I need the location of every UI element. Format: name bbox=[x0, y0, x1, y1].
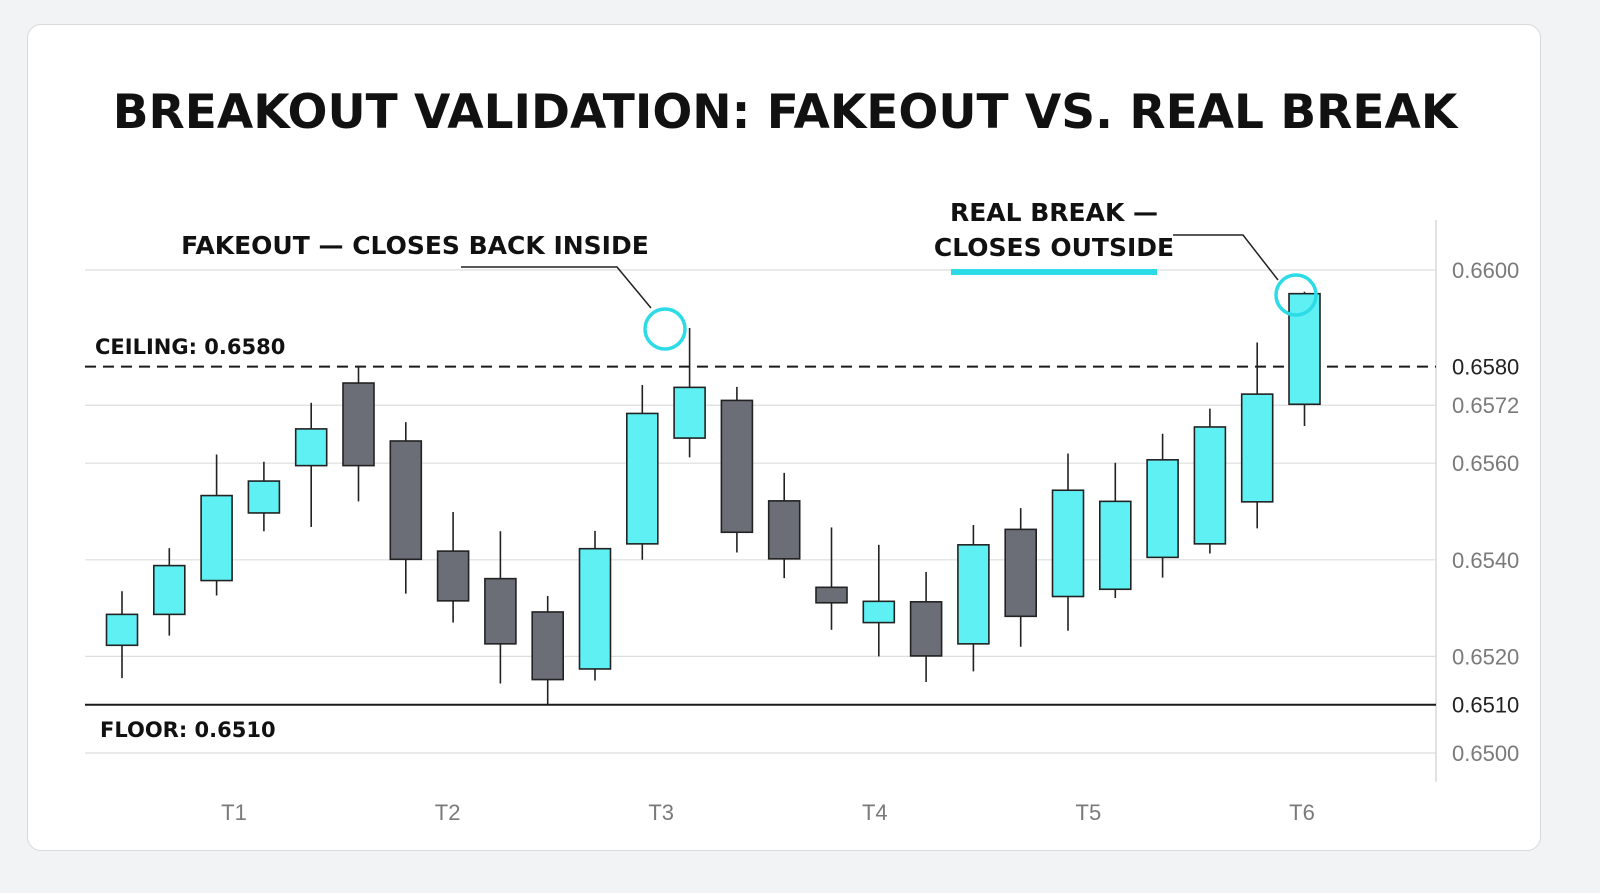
real-break-underline bbox=[951, 269, 1157, 275]
x-ticks: T1 T2 T3 T4 T5 T6 bbox=[221, 800, 1315, 825]
candle-23 bbox=[1193, 408, 1227, 554]
candle-body-22 bbox=[1146, 459, 1179, 559]
candle-body-24 bbox=[1240, 393, 1274, 503]
fakeout-annotation: FAKEOUT — CLOSES BACK INSIDE bbox=[181, 231, 649, 260]
candle-12 bbox=[673, 327, 706, 458]
candle-6 bbox=[389, 422, 423, 594]
y-tick-label-0: 0.6600 bbox=[1452, 258, 1519, 283]
chart-title: BREAKOUT VALIDATION: FAKEOUT VS. REAL BR… bbox=[113, 85, 1459, 140]
candle-body-12 bbox=[673, 386, 706, 439]
candle-21 bbox=[1099, 462, 1132, 598]
candle-body-4 bbox=[294, 428, 328, 467]
candle-body-7 bbox=[436, 550, 470, 602]
x-tick-label-2: T3 bbox=[648, 800, 674, 825]
y-ticks: 0.6600 0.6580 0.6572 0.6560 0.6540 0.6520 0.65… bbox=[1452, 258, 1519, 766]
candle-24 bbox=[1240, 342, 1274, 529]
candle-4 bbox=[294, 402, 328, 527]
candle-body-13 bbox=[720, 399, 754, 534]
candle-body-5 bbox=[342, 382, 375, 467]
candle-14 bbox=[767, 472, 801, 579]
candle-body-1 bbox=[153, 564, 186, 616]
candle-20 bbox=[1051, 453, 1085, 631]
candle-3 bbox=[247, 461, 281, 532]
candle-22 bbox=[1146, 433, 1179, 578]
grid-lines bbox=[85, 269, 1436, 754]
candle-body-18 bbox=[957, 544, 990, 645]
y-tick-label-4: 0.6540 bbox=[1452, 548, 1519, 573]
candle-9 bbox=[531, 596, 565, 705]
candle-19 bbox=[1004, 508, 1038, 647]
candle-body-9 bbox=[531, 611, 565, 681]
x-tick-label-1: T2 bbox=[435, 800, 461, 825]
candle-body-25 bbox=[1288, 292, 1321, 406]
annotations: CEILING: 0.6580 FLOOR: 0.6510 FAKEOUT — … bbox=[95, 198, 1318, 742]
candle-body-2 bbox=[200, 494, 233, 582]
y-tick-label-1: 0.6580 bbox=[1452, 355, 1519, 380]
real-break-annotation-line2: CLOSES OUTSIDE bbox=[934, 233, 1174, 262]
x-tick-label-3: T4 bbox=[862, 800, 888, 825]
y-tick-label-7: 0.6500 bbox=[1452, 741, 1519, 766]
candle-0 bbox=[105, 591, 139, 679]
candle-body-16 bbox=[862, 600, 896, 624]
candle-body-17 bbox=[909, 601, 943, 657]
candle-body-0 bbox=[105, 613, 139, 647]
candle-15 bbox=[815, 527, 848, 630]
y-tick-label-2: 0.6572 bbox=[1452, 393, 1519, 418]
fakeout-highlight-circle bbox=[643, 307, 687, 351]
real-break-highlight-circle bbox=[1274, 273, 1318, 317]
x-tick-label-0: T1 bbox=[221, 800, 247, 825]
real-break-annotation-line1: REAL BREAK — bbox=[950, 198, 1158, 227]
x-tick-label-4: T5 bbox=[1076, 800, 1102, 825]
floor-label: FLOOR: 0.6510 bbox=[100, 718, 276, 742]
y-tick-label-6: 0.6510 bbox=[1452, 693, 1519, 718]
candle-body-10 bbox=[578, 547, 612, 670]
candle-18 bbox=[957, 525, 990, 672]
candle-body-14 bbox=[767, 500, 801, 560]
candle-body-19 bbox=[1004, 528, 1038, 618]
candle-body-11 bbox=[625, 412, 659, 545]
candle-5 bbox=[342, 366, 375, 502]
candle-16 bbox=[862, 544, 896, 657]
candle-8 bbox=[484, 531, 517, 684]
candle-body-23 bbox=[1193, 426, 1227, 545]
candle-body-15 bbox=[815, 586, 848, 604]
candle-body-6 bbox=[389, 440, 423, 561]
ceiling-label: CEILING: 0.6580 bbox=[95, 335, 285, 359]
level-lines bbox=[85, 365, 1436, 706]
real-break-leader-line bbox=[1173, 234, 1279, 281]
candle-body-20 bbox=[1051, 489, 1085, 598]
candle-2 bbox=[200, 454, 233, 596]
candle-25 bbox=[1288, 291, 1321, 427]
fakeout-leader-line bbox=[461, 266, 652, 309]
candle-13 bbox=[720, 386, 754, 553]
candle-11 bbox=[625, 384, 659, 560]
y-tick-label-5: 0.6520 bbox=[1452, 644, 1519, 669]
candle-body-21 bbox=[1099, 500, 1132, 591]
y-tick-label-3: 0.6560 bbox=[1452, 451, 1519, 476]
candle-body-8 bbox=[484, 577, 517, 645]
candles bbox=[105, 291, 1321, 705]
x-tick-label-5: T6 bbox=[1289, 800, 1315, 825]
candle-7 bbox=[436, 511, 470, 623]
candle-1 bbox=[153, 548, 186, 636]
chart-card bbox=[27, 24, 1541, 851]
candle-10 bbox=[578, 530, 612, 681]
candle-body-3 bbox=[247, 480, 281, 514]
candle-17 bbox=[909, 571, 943, 682]
